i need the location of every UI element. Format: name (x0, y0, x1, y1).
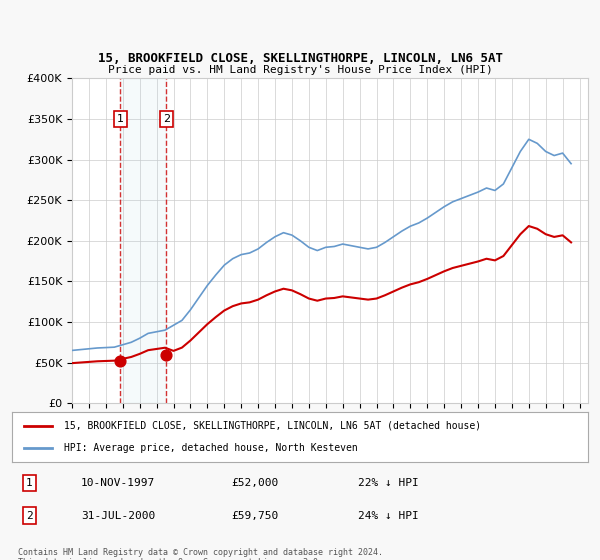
Text: 24% ↓ HPI: 24% ↓ HPI (358, 511, 418, 521)
Text: 31-JUL-2000: 31-JUL-2000 (81, 511, 155, 521)
Text: Contains HM Land Registry data © Crown copyright and database right 2024.
This d: Contains HM Land Registry data © Crown c… (18, 548, 383, 560)
Text: 10-NOV-1997: 10-NOV-1997 (81, 478, 155, 488)
Bar (121, 78, 166, 403)
Text: £52,000: £52,000 (231, 478, 278, 488)
Text: £59,750: £59,750 (231, 511, 278, 521)
Text: 2: 2 (26, 511, 32, 521)
Text: 1: 1 (117, 114, 124, 124)
Text: 2: 2 (163, 114, 170, 124)
Text: HPI: Average price, detached house, North Kesteven: HPI: Average price, detached house, Nort… (64, 443, 358, 453)
Point (116, 357, 125, 366)
Point (161, 350, 171, 359)
Text: 15, BROOKFIELD CLOSE, SKELLINGTHORPE, LINCOLN, LN6 5AT (detached house): 15, BROOKFIELD CLOSE, SKELLINGTHORPE, LI… (64, 421, 481, 431)
Text: 15, BROOKFIELD CLOSE, SKELLINGTHORPE, LINCOLN, LN6 5AT: 15, BROOKFIELD CLOSE, SKELLINGTHORPE, LI… (97, 52, 503, 66)
Text: 1: 1 (26, 478, 32, 488)
Text: Price paid vs. HM Land Registry's House Price Index (HPI): Price paid vs. HM Land Registry's House … (107, 65, 493, 75)
Text: 22% ↓ HPI: 22% ↓ HPI (358, 478, 418, 488)
